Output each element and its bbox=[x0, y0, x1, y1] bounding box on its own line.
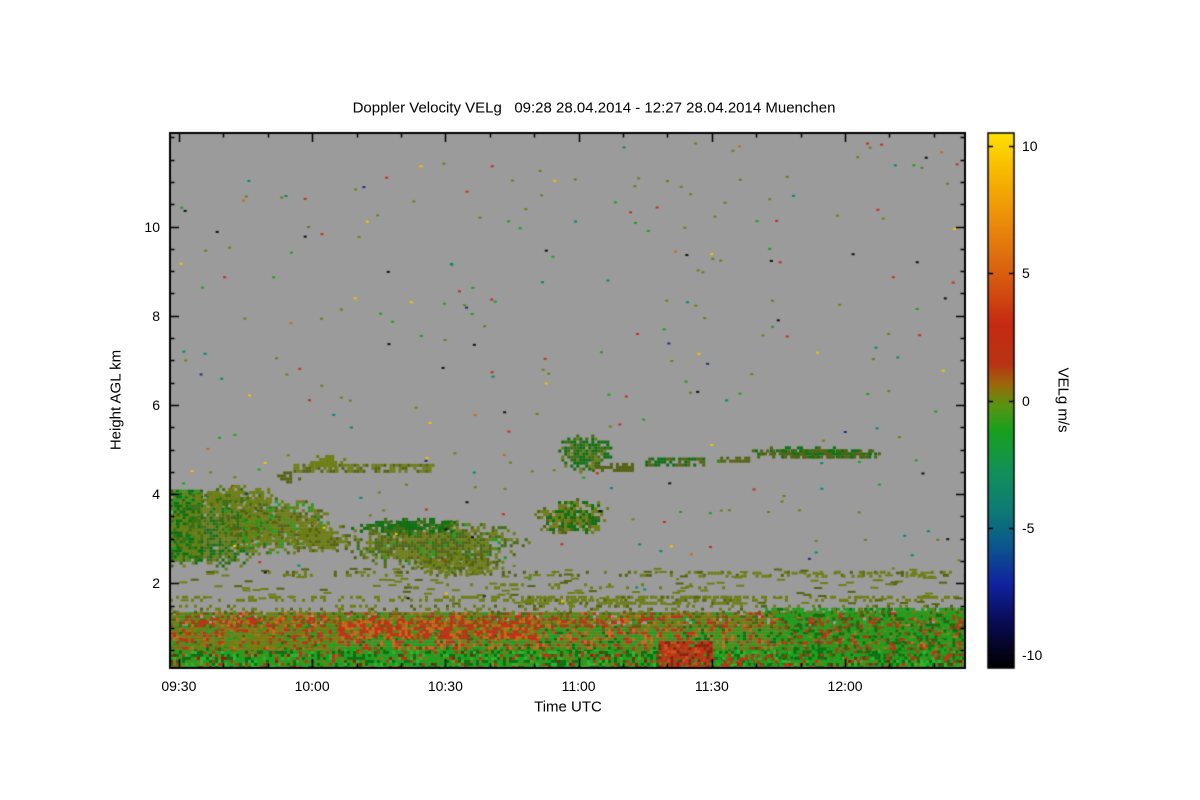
x-tick-label: 12:00 bbox=[827, 678, 863, 694]
page-title: Doppler Velocity VELg 09:28 28.04.2014 -… bbox=[352, 99, 836, 117]
y-tick-label: 8 bbox=[152, 307, 160, 324]
y-tick-label: 2 bbox=[152, 575, 160, 592]
colorbar-label: VELg m/s bbox=[1054, 367, 1072, 433]
x-axis-label: Time UTC bbox=[534, 698, 602, 716]
colorbar-tick-label: 10 bbox=[1022, 137, 1038, 154]
colorbar-tick-label: -10 bbox=[1022, 647, 1043, 664]
x-tick-label: 09:30 bbox=[161, 678, 197, 694]
x-tick-label: 11:00 bbox=[561, 678, 596, 694]
y-tick-label: 4 bbox=[152, 486, 160, 503]
colorbar-tick-label: -5 bbox=[1022, 519, 1035, 536]
colorbar-tick-label: 0 bbox=[1022, 392, 1030, 409]
y-axis-label: Height AGL km bbox=[107, 349, 125, 451]
x-tick-label: 10:30 bbox=[427, 678, 463, 694]
y-tick-label: 10 bbox=[144, 218, 160, 235]
colorbar-tick-label: 5 bbox=[1022, 265, 1030, 282]
x-tick-label: 10:00 bbox=[294, 678, 330, 694]
y-tick-label: 6 bbox=[152, 396, 160, 413]
x-tick-label: 11:30 bbox=[694, 678, 729, 694]
